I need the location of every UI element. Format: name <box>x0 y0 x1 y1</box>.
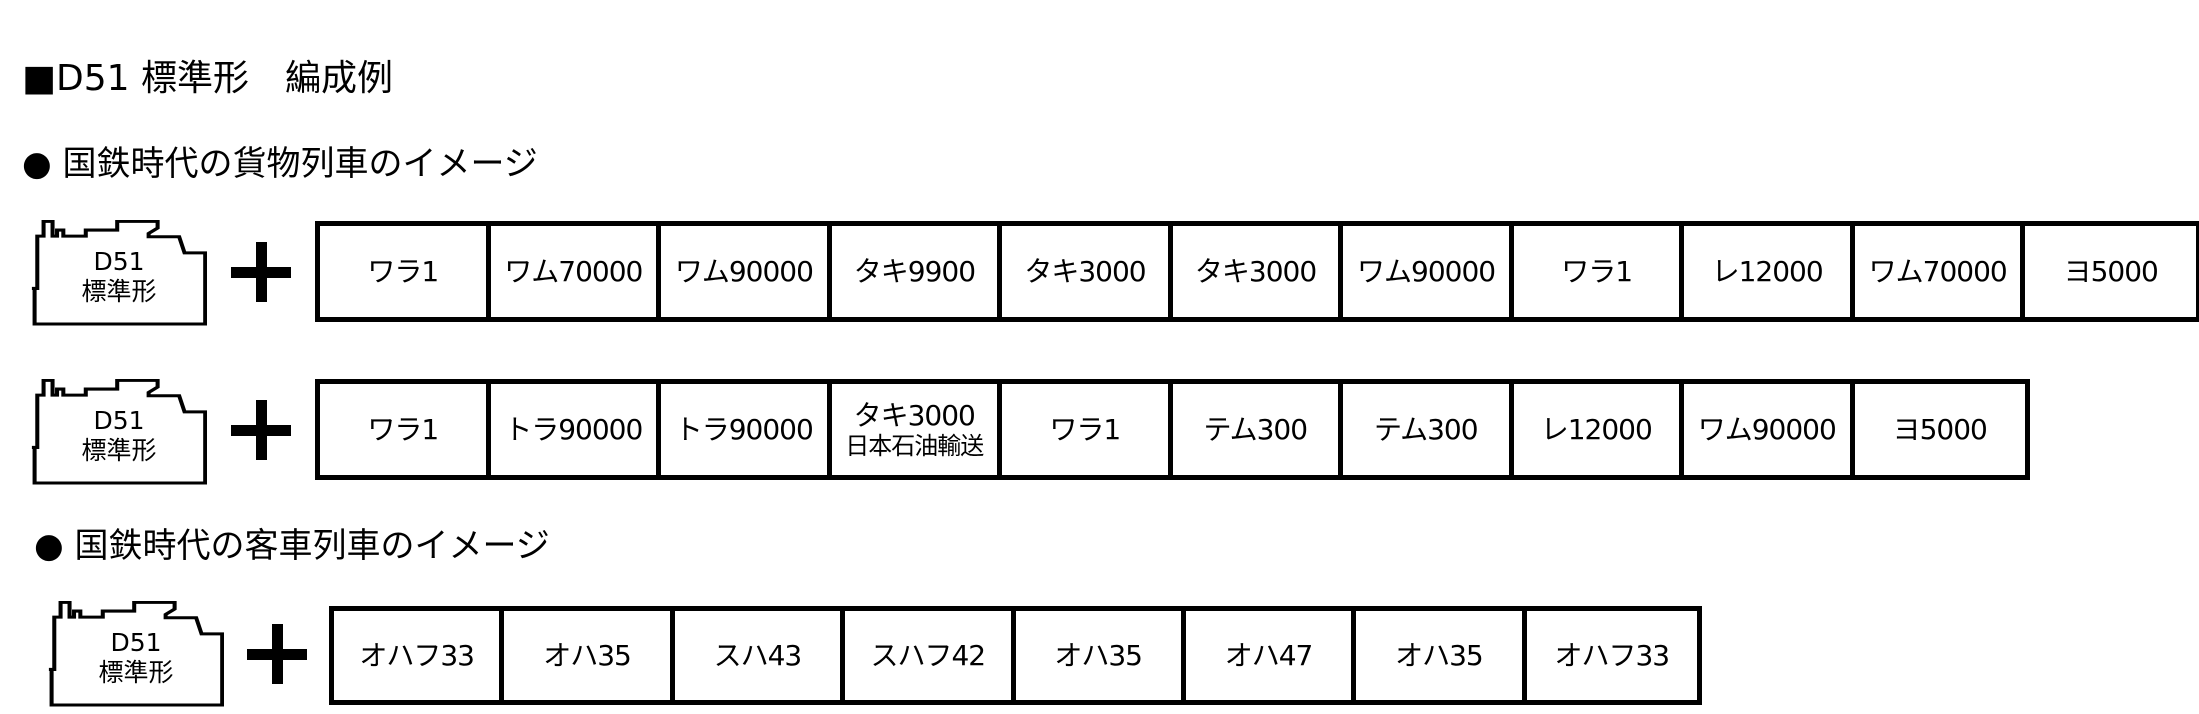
car-name: ワラ1 <box>1049 412 1121 446</box>
locomotive-type: 標準形 <box>98 658 174 687</box>
car-name: スハフ42 <box>870 638 986 672</box>
train-car: テム300 <box>1343 384 1514 475</box>
car-name: ヨ5000 <box>1892 412 1988 446</box>
car-name: オハ35 <box>543 638 632 672</box>
section-heading-passenger: ● 国鉄時代の客車列車のイメージ <box>34 526 550 566</box>
train-car: オハ35 <box>1016 611 1186 700</box>
train-car: タキ9900 <box>832 226 1003 317</box>
train-car: オハフ33 <box>334 611 505 700</box>
train-car: ヨ5000 <box>1855 384 2025 475</box>
car-name: ワラ1 <box>1561 254 1633 288</box>
car-name: ワラ1 <box>367 412 439 446</box>
locomotive-name: D51 <box>93 247 145 276</box>
car-name: タキ9900 <box>853 254 976 288</box>
car-name: テム300 <box>1203 412 1308 446</box>
section-heading-freight: ● 国鉄時代の貨物列車のイメージ <box>22 144 538 184</box>
car-name: レ12000 <box>1540 412 1653 446</box>
locomotive-silhouette-icon <box>31 379 207 485</box>
page-title: ■D51 標準形 編成例 <box>22 58 393 99</box>
locomotive-type: 標準形 <box>81 277 157 306</box>
train-car: ワラ1 <box>1514 226 1685 317</box>
train-car: トラ90000 <box>491 384 661 475</box>
plus-icon <box>247 624 307 684</box>
car-name: ワラ1 <box>367 254 439 288</box>
plus-icon <box>231 400 291 460</box>
locomotive-d51: D51 標準形 <box>48 601 224 707</box>
locomotive-type: 標準形 <box>81 436 157 465</box>
car-name: ワム90000 <box>1697 412 1837 446</box>
train-car: レ12000 <box>1684 226 1855 317</box>
car-name: スハ43 <box>713 638 803 672</box>
locomotive-d51: D51 標準形 <box>31 379 207 485</box>
car-owner: 日本石油輸送 <box>845 431 984 460</box>
locomotive-name: D51 <box>93 406 145 435</box>
car-name: タキ3000 <box>1024 254 1146 288</box>
car-name: ワム70000 <box>504 254 643 288</box>
train-car: タキ3000 日本石油輸送 <box>832 384 1002 475</box>
locomotive-name: D51 <box>110 628 162 657</box>
train-car: ワム90000 <box>661 226 832 317</box>
train-consist: オハフ33 オハ35 スハ43 スハフ42 オハ35 オハ47 オハ35 オハフ33 <box>329 606 1702 705</box>
train-car: オハ35 <box>1356 611 1527 700</box>
locomotive-silhouette-icon <box>31 220 207 326</box>
train-car: テム300 <box>1173 384 1343 475</box>
train-car: タキ3000 <box>1002 226 1173 317</box>
train-consist: ワラ1 ワム70000 ワム90000 タキ9900 タキ3000 タキ3000 ワム900… <box>315 221 2199 322</box>
car-name: レ12000 <box>1711 254 1824 288</box>
car-name: テム300 <box>1373 412 1479 446</box>
train-car: タキ3000 <box>1173 226 1344 317</box>
train-car: ワラ1 <box>320 226 491 317</box>
car-name: ワム90000 <box>674 254 814 288</box>
train-car: スハ43 <box>675 611 846 700</box>
train-car: ワム90000 <box>1684 384 1855 475</box>
car-name: トラ90000 <box>674 412 814 446</box>
plus-icon <box>231 242 291 302</box>
train-car: ワム70000 <box>491 226 662 317</box>
car-name: トラ90000 <box>504 412 643 446</box>
train-car: ワラ1 <box>1002 384 1173 475</box>
train-car: トラ90000 <box>661 384 832 475</box>
train-car: オハフ33 <box>1527 611 1697 700</box>
train-car: ワム90000 <box>1343 226 1514 317</box>
train-car: スハフ42 <box>845 611 1016 700</box>
train-car: ワラ1 <box>320 384 491 475</box>
train-car: オハ35 <box>504 611 675 700</box>
train-car: レ12000 <box>1514 384 1684 475</box>
car-name: オハフ33 <box>359 638 475 672</box>
car-name: ワム70000 <box>1868 254 2008 288</box>
train-consist: ワラ1 トラ90000 トラ90000 タキ3000 日本石油輸送 ワラ1 テム300 テム3… <box>315 379 2030 480</box>
train-car: ワム70000 <box>1855 226 2026 317</box>
car-name: ヨ5000 <box>2063 254 2159 288</box>
locomotive-silhouette-icon <box>48 601 224 707</box>
car-name: タキ3000 <box>853 398 976 432</box>
car-name: オハ35 <box>1395 638 1484 672</box>
car-name: タキ3000 <box>1194 254 1317 288</box>
car-name: オハ47 <box>1224 638 1314 672</box>
train-car: ヨ5000 <box>2025 226 2196 317</box>
car-name: ワム90000 <box>1357 254 1496 288</box>
locomotive-d51: D51 標準形 <box>31 220 207 326</box>
car-name: オハ35 <box>1054 638 1143 672</box>
car-name: オハフ33 <box>1554 638 1670 672</box>
train-car: オハ47 <box>1186 611 1357 700</box>
